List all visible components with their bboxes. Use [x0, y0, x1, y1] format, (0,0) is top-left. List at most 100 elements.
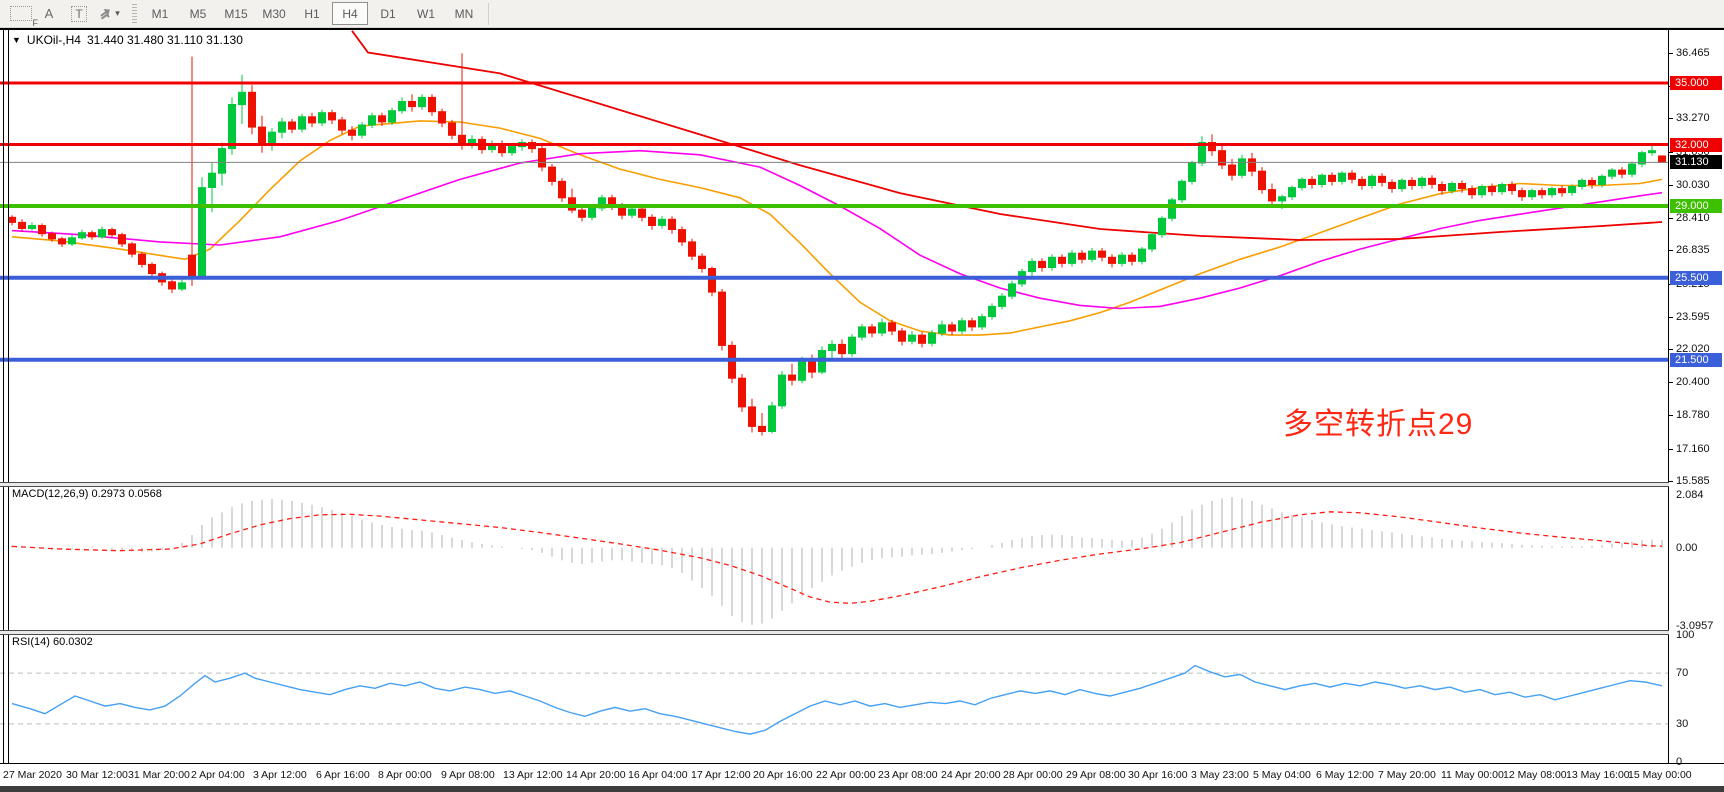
price-badge-21.500: 21.500	[1670, 353, 1722, 367]
price-badge-29.000: 29.000	[1670, 199, 1722, 213]
candle-body	[788, 374, 796, 381]
candle-body	[338, 119, 346, 131]
candle-body	[378, 115, 386, 123]
timeframe-button-m5[interactable]: M5	[189, 6, 207, 21]
candle-body	[718, 291, 726, 346]
rsi-chart-canvas[interactable]	[0, 632, 1668, 763]
macd-indicator-label: MACD(12,26,9) 0.2973 0.0568	[12, 488, 162, 500]
dropdown-caret-icon: ▾	[115, 8, 120, 18]
candle-body	[918, 334, 926, 344]
fibo-grid-icon[interactable]: F	[2, 4, 38, 28]
price-tick-mark	[1669, 481, 1673, 482]
orange-ma-line	[11, 120, 1663, 336]
timeframe-button-mn[interactable]: MN	[454, 6, 474, 21]
macd-chart-canvas[interactable]	[0, 485, 1668, 629]
price-tick-mark	[1669, 118, 1673, 119]
candle-body	[1388, 181, 1396, 189]
price-tick-label: 17.160	[1676, 443, 1710, 455]
candle-body	[928, 332, 936, 344]
candle-body	[308, 116, 316, 124]
timeframe-button-m30[interactable]: M30	[262, 6, 286, 21]
timeframe-button-d1[interactable]: D1	[380, 6, 396, 21]
candle-body	[218, 148, 226, 174]
toolbar-separator	[488, 2, 489, 25]
price-tick-label: 26.835	[1676, 244, 1710, 256]
time-axis-label: 30 Apr 16:00	[1128, 769, 1188, 781]
top-toolbar: F A T ▾ M1 M5 M15 M30 H1 H4 D1 W1 MN	[0, 0, 1724, 28]
time-axis-label: 27 Mar 2020	[3, 769, 62, 781]
rsi-tick-label: 100	[1676, 629, 1695, 641]
candle-body	[1188, 162, 1196, 182]
price-badge-25.500: 25.500	[1670, 271, 1722, 285]
candle-body	[298, 116, 306, 130]
candle-body	[1258, 170, 1266, 191]
main-chart-canvas[interactable]	[0, 30, 1668, 483]
timeframe-button-h1[interactable]: H1	[304, 6, 320, 21]
candle-body	[1238, 158, 1246, 176]
price-tick-mark	[1669, 449, 1673, 450]
time-axis-label: 22 Apr 00:00	[816, 769, 876, 781]
candle-body	[1128, 254, 1136, 262]
timeframe-button-m15[interactable]: M15	[224, 6, 248, 21]
symbol-dropdown-icon[interactable]: ▼	[12, 35, 21, 45]
chart-title: ▼ UKOil-,H4 31.440 31.480 31.110 31.130	[12, 33, 243, 47]
candle-body	[1608, 169, 1616, 177]
candle-body	[1308, 178, 1316, 185]
candle-body	[188, 254, 196, 277]
timeframe-button-m1[interactable]: M1	[151, 6, 169, 21]
rsi-indicator-label: RSI(14) 60.0302	[12, 636, 93, 648]
timeframe-button-w1[interactable]: W1	[417, 6, 435, 21]
candle-body	[1588, 179, 1596, 185]
candle-body	[688, 241, 696, 257]
magenta-ma-line	[11, 149, 1663, 310]
price-tick-label: 28.410	[1676, 212, 1710, 224]
candle-body	[708, 268, 716, 293]
arrow-objects-icon[interactable]: ▾	[96, 4, 122, 24]
time-axis-label: 12 May 08:00	[1503, 769, 1567, 781]
price-axis[interactable]: 36.46534.84533.27031.65030.03028.41026.8…	[1669, 30, 1724, 768]
candle-body	[1558, 188, 1566, 194]
candle-body	[1028, 260, 1036, 273]
rsi-panel-splitter[interactable]	[0, 630, 1724, 635]
symbol-name: UKOil-,H4	[26, 33, 81, 47]
chart-annotation-text[interactable]: 多空转折点29	[1283, 408, 1474, 441]
candle-body	[1448, 183, 1456, 192]
candle-body	[1648, 150, 1656, 154]
price-tick-mark	[1669, 349, 1673, 350]
candle-body	[38, 225, 46, 235]
candle-body	[668, 218, 676, 231]
candle-body	[1158, 217, 1166, 236]
candle-body	[508, 146, 516, 154]
time-axis-label: 24 Apr 20:00	[941, 769, 1001, 781]
candle-body	[958, 320, 966, 332]
candle-body	[978, 316, 986, 328]
text-box-tool-icon[interactable]: T	[66, 4, 92, 24]
candle-body	[1438, 184, 1446, 192]
price-tick-label: 23.595	[1676, 311, 1710, 323]
macd-tick-label: 2.084	[1676, 489, 1704, 501]
candle-body	[1378, 175, 1386, 183]
candle-body	[638, 208, 646, 218]
price-tick-label: 18.780	[1676, 409, 1710, 421]
candle-body	[248, 91, 256, 128]
price-tick-mark	[1669, 415, 1673, 416]
candle-body	[988, 305, 996, 318]
text-label-tool-icon[interactable]: A	[44, 6, 54, 21]
candle-body	[1638, 152, 1646, 165]
time-axis[interactable]: 27 Mar 2020 30 Mar 12:00 31 Mar 20:00 2 Apr…	[0, 763, 1724, 787]
macd-panel-splitter[interactable]	[0, 482, 1724, 487]
candle-body	[238, 91, 246, 106]
candle-body	[8, 216, 16, 223]
candle-body	[678, 229, 686, 243]
candle-body	[1248, 158, 1256, 172]
candle-body	[828, 343, 836, 351]
toolbar-drag-handle[interactable]	[132, 3, 137, 24]
candle-body	[1528, 190, 1536, 198]
price-tick-mark	[1669, 185, 1673, 186]
candle-body	[768, 405, 776, 432]
candle-body	[838, 343, 846, 355]
candle-body	[198, 187, 206, 277]
candle-body	[778, 374, 786, 407]
timeframe-button-h4[interactable]: H4	[332, 2, 368, 25]
candle-body	[1148, 234, 1156, 250]
